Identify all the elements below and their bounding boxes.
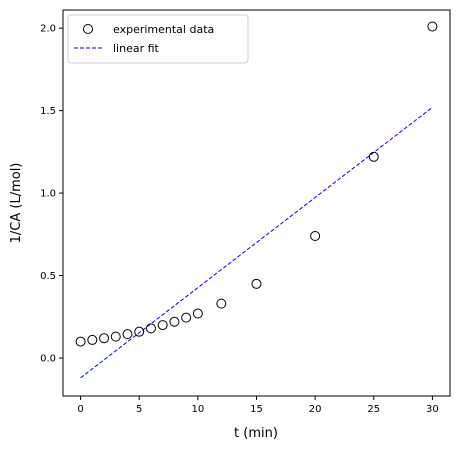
data-point bbox=[216, 298, 227, 309]
data-point bbox=[181, 312, 192, 323]
x-tick-label: 15 bbox=[250, 404, 263, 415]
y-tick-label: 1.0 bbox=[40, 189, 56, 200]
data-point bbox=[75, 336, 86, 347]
x-tick-label: 10 bbox=[191, 404, 204, 415]
y-axis-ticks: 0.0 0.5 1.0 1.5 2.0 bbox=[40, 24, 63, 365]
data-point bbox=[251, 278, 262, 289]
x-axis-ticks: 0 5 10 15 20 25 30 bbox=[77, 396, 439, 415]
legend-box bbox=[67, 14, 249, 64]
data-point bbox=[368, 151, 379, 162]
x-tick-label: 0 bbox=[77, 404, 83, 415]
data-point bbox=[169, 316, 180, 327]
plot-area bbox=[63, 10, 450, 396]
data-point bbox=[145, 323, 156, 334]
y-tick-label: 0.0 bbox=[40, 354, 56, 365]
legend-label-experimental-data: experimental data bbox=[113, 23, 214, 36]
x-axis-label: t (min) bbox=[234, 426, 278, 441]
x-tick-label: 20 bbox=[309, 404, 322, 415]
legend-marker-experimental-data bbox=[83, 24, 93, 34]
y-tick-label: 2.0 bbox=[40, 24, 56, 35]
plot-frame bbox=[62, 9, 451, 397]
y-tick-label: 0.5 bbox=[40, 271, 56, 282]
data-point bbox=[110, 331, 121, 342]
x-tick-label: 5 bbox=[136, 404, 142, 415]
x-tick-label: 30 bbox=[426, 404, 439, 415]
data-point bbox=[87, 334, 98, 345]
y-axis-label: 1/CA (L/mol) bbox=[9, 163, 24, 244]
legend-label-linear-fit: linear fit bbox=[113, 42, 160, 55]
legend: experimental data linear fit bbox=[67, 14, 249, 64]
x-tick-label: 25 bbox=[367, 404, 380, 415]
data-point bbox=[192, 308, 203, 319]
data-point bbox=[134, 326, 145, 337]
data-point bbox=[310, 230, 321, 241]
data-point bbox=[157, 320, 168, 331]
data-point bbox=[122, 329, 133, 340]
data-point bbox=[99, 333, 110, 344]
scatter-points-layer bbox=[75, 21, 438, 347]
y-tick-label: 1.5 bbox=[40, 106, 56, 117]
data-point bbox=[427, 21, 438, 32]
